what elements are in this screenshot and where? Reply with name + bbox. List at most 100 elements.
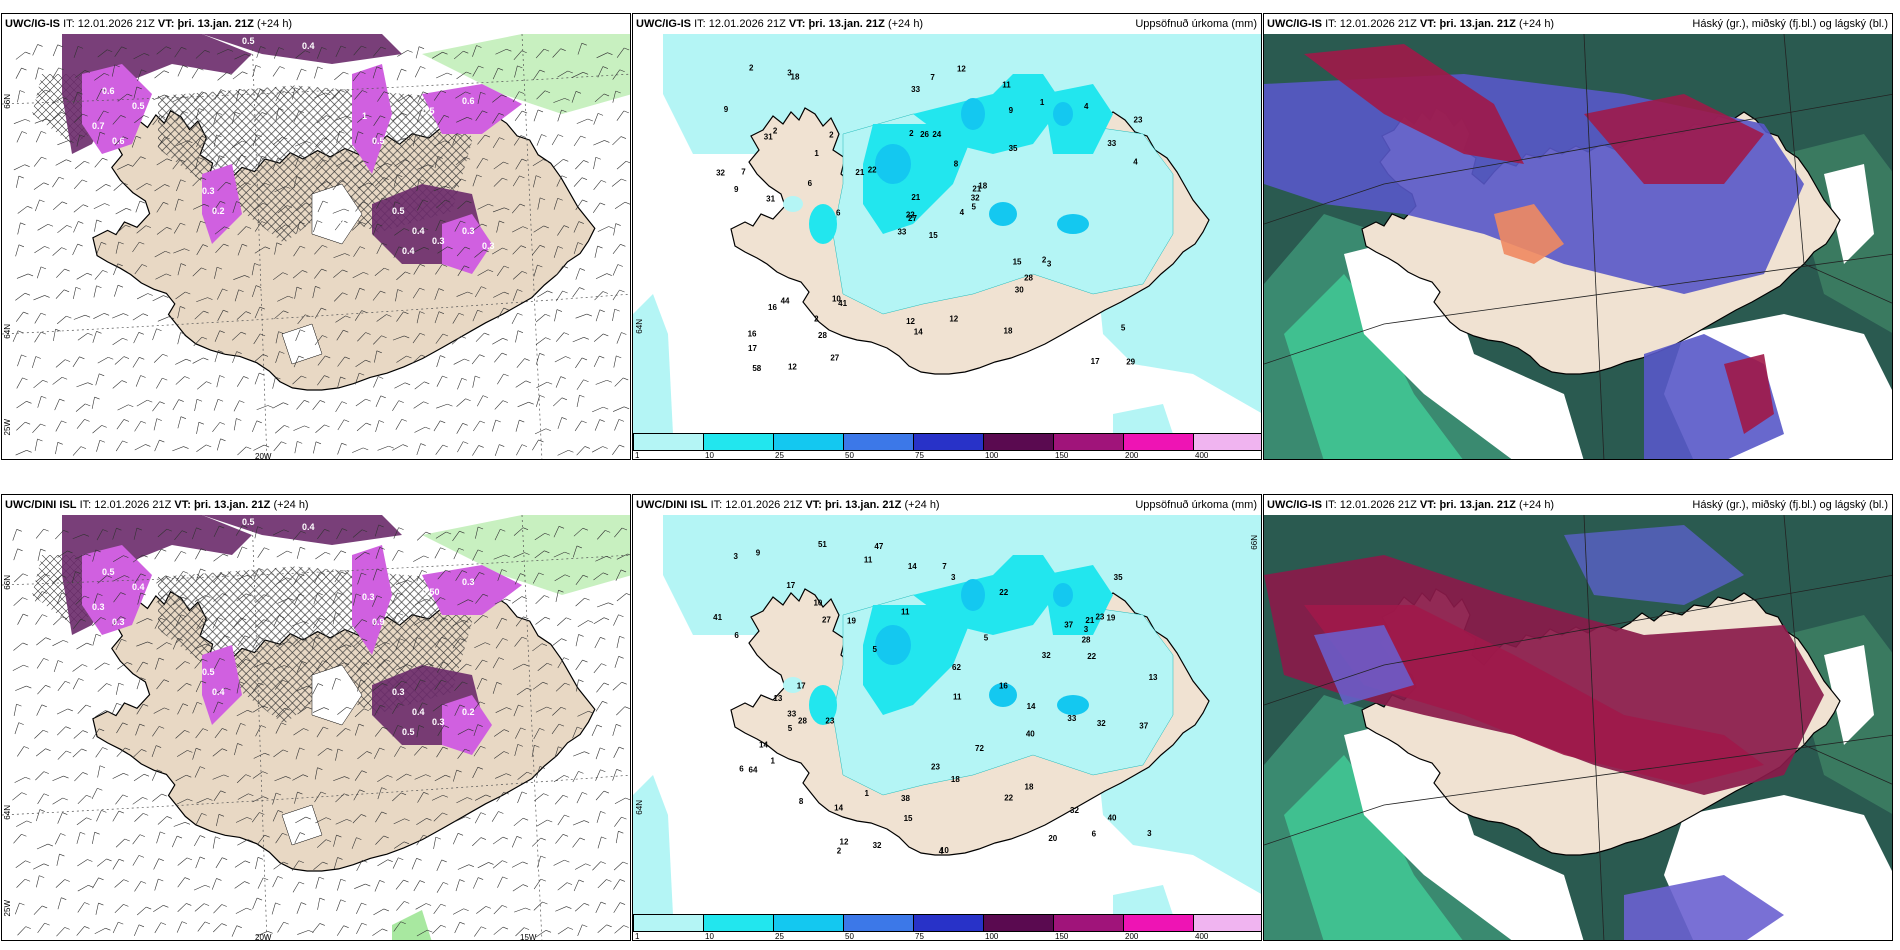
precip-value: 22 xyxy=(906,211,915,220)
wetbulb-value: 0.3 xyxy=(462,577,475,587)
colorbar-swatch xyxy=(1053,433,1124,451)
wetbulb-value: 0.6 xyxy=(112,136,125,146)
precip-value: 11 xyxy=(901,608,910,617)
wetbulb-value: 0.5 xyxy=(372,136,385,146)
precip-value: 5 xyxy=(984,634,989,643)
colorbar-label: 50 xyxy=(845,932,854,941)
panel-dini-wind: UWC/DINI ISL IT: 12.01.2026 21Z VT: þri.… xyxy=(1,494,631,941)
wetbulb-value: 0.5 xyxy=(332,216,345,226)
axis-label-64n: 64N xyxy=(3,324,12,339)
precip-value: 20 xyxy=(1048,834,1057,843)
precip-value: 18 xyxy=(1004,327,1013,336)
precip-value: 5 xyxy=(1121,324,1126,333)
precip-value: 15 xyxy=(1013,258,1022,267)
precip-value: 1 xyxy=(814,149,819,158)
precip-value: 15 xyxy=(929,231,938,240)
precip-value: 28 xyxy=(798,716,807,725)
colorbar-swatch xyxy=(703,433,774,451)
precip-value: 17 xyxy=(748,344,757,353)
colorbar-label: 200 xyxy=(1125,451,1139,460)
precip-value: 33 xyxy=(1107,139,1116,148)
precip-value: 6 xyxy=(808,179,813,188)
precip-value: 3 xyxy=(1147,829,1152,838)
wetbulb-value: 0.4 xyxy=(132,582,145,592)
precip-value: 14 xyxy=(759,741,768,750)
panel-title: UWC/DINI ISL IT: 12.01.2026 21Z VT: þri.… xyxy=(633,495,1261,515)
precip-value: 41 xyxy=(713,613,722,622)
wetbulb-value: 0.4 xyxy=(302,522,315,532)
precip-value: 35 xyxy=(1114,573,1123,582)
map-clouds-ig xyxy=(1264,34,1892,459)
wetbulb-value: 0.3 xyxy=(92,602,105,612)
precip-value: 6 xyxy=(836,208,841,217)
precip-value: 23 xyxy=(825,716,834,725)
wetbulb-value: 0.4 xyxy=(302,41,315,51)
axis-label-64n: 64N xyxy=(635,800,644,815)
precip-value: 41 xyxy=(838,299,847,308)
precip-value: 33 xyxy=(897,228,906,237)
wetbulb-value: 0.5 xyxy=(242,517,255,527)
precip-value: 1 xyxy=(865,789,870,798)
axis-label-66n: 66N xyxy=(3,94,12,109)
precip-value: 27 xyxy=(908,214,917,223)
map-wind-dini: 0.5 0.4 0.3 0.3 0.5 0.4 0.3 0.9 0.50 0.3 0.5 0.4 0.3… xyxy=(2,515,630,940)
precip-value: 3 xyxy=(733,552,738,561)
colorbar-label: 10 xyxy=(705,932,714,941)
colorbar-swatch xyxy=(1123,433,1194,451)
map-clouds-dini xyxy=(1264,515,1892,940)
colorbar-swatch xyxy=(913,433,984,451)
precip-value: 2 xyxy=(773,126,778,135)
colorbar-label: 100 xyxy=(985,932,999,941)
colorbar-swatch xyxy=(773,914,844,932)
precip-value: 28 xyxy=(1082,635,1091,644)
wetbulb-value: 0.3 xyxy=(432,717,445,727)
wetbulb-value: 0.6 xyxy=(462,96,475,106)
precip-value: 8 xyxy=(954,159,959,168)
colorbar-swatch xyxy=(703,914,774,932)
axis-label-15w: 15W xyxy=(520,933,537,941)
panel-field-title: Uppsöfnuð úrkoma (mm) xyxy=(1135,18,1257,30)
precip-value: 5 xyxy=(788,724,793,733)
wetbulb-value: 0.4 xyxy=(402,246,415,256)
wetbulb-value: 0.3 xyxy=(432,236,445,246)
colorbar-swatch xyxy=(913,914,984,932)
precip-value: 4 xyxy=(1084,102,1089,111)
panel-title: UWC/IG-IS IT: 12.01.2026 21Z VT: þri. 13… xyxy=(1264,14,1892,34)
precip-value: 11 xyxy=(864,556,873,565)
panel-title: UWC/DINI ISL IT: 12.01.2026 21Z VT: þri.… xyxy=(5,499,309,511)
colorbar-label: 1 xyxy=(635,451,640,460)
colorbar-swatch xyxy=(773,433,844,451)
panel-ig-precip: UWC/IG-IS IT: 12.01.2026 21Z VT: þri. 13… xyxy=(632,13,1262,460)
precip-value: 1 xyxy=(771,756,776,765)
panel-title: UWC/IG-IS IT: 12.01.2026 21Z VT: þri. 13… xyxy=(1264,495,1892,515)
precip-value: 38 xyxy=(901,794,910,803)
precip-value: 11 xyxy=(1002,81,1011,90)
precip-value: 64 xyxy=(749,766,758,775)
precip-value: 32 xyxy=(716,169,725,178)
precip-value: 62 xyxy=(952,663,961,672)
precip-value: 12 xyxy=(840,838,849,847)
precip-value: 21 xyxy=(1085,616,1094,625)
wetbulb-value: 0.9 xyxy=(372,617,385,627)
precip-value: 21 xyxy=(855,168,864,177)
panel-field-title: Háský (gr.), miðský (fj.bl.) og lágský (… xyxy=(1692,18,1888,30)
precip-value: 28 xyxy=(1024,273,1033,282)
precip-value: 18 xyxy=(791,73,800,82)
panel-field-title: Uppsöfnuð úrkoma (mm) xyxy=(1135,499,1257,511)
colorbar-label: 10 xyxy=(705,451,714,460)
precip-value: 4 xyxy=(939,847,944,856)
precip-value: 33 xyxy=(1067,714,1076,723)
wetbulb-value: 0.7 xyxy=(92,121,105,131)
wetbulb-value: 0.5 xyxy=(422,106,435,116)
wetbulb-value: 0.4 xyxy=(412,707,425,717)
precip-value: 12 xyxy=(957,64,966,73)
precip-value: 22 xyxy=(999,588,1008,597)
precip-value: 32 xyxy=(1097,719,1106,728)
precip-value: 10 xyxy=(940,846,949,855)
precip-value: 4 xyxy=(1133,158,1138,167)
colorbar: 1 10 25 50 75 100 150 200 400 xyxy=(633,914,1261,941)
precip-value: 14 xyxy=(908,562,917,571)
precip-value: 32 xyxy=(873,841,882,850)
precip-value: 14 xyxy=(914,327,923,336)
precip-value: 22 xyxy=(868,166,877,175)
